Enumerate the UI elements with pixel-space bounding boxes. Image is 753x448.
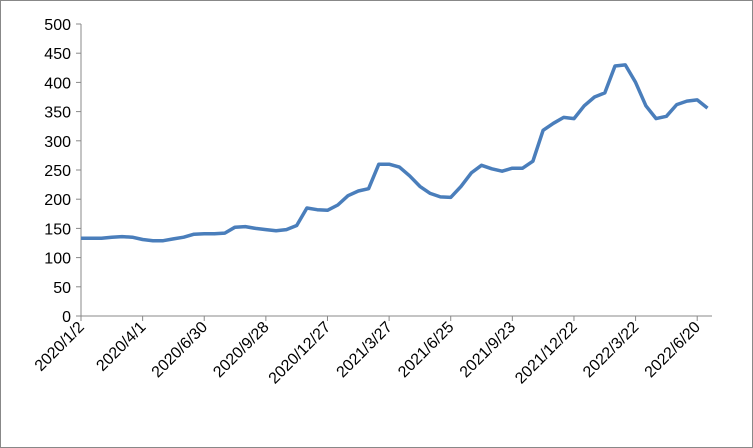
y-tick-label: 300 xyxy=(44,134,71,151)
y-tick-label: 500 xyxy=(44,17,71,34)
y-tick-label: 150 xyxy=(44,221,71,238)
y-tick-label: 200 xyxy=(44,192,71,209)
y-tick-label: 400 xyxy=(44,75,71,92)
y-tick-label: 50 xyxy=(53,280,71,297)
y-tick-label: 0 xyxy=(62,309,71,326)
y-tick-label: 250 xyxy=(44,163,71,180)
y-tick-label: 100 xyxy=(44,251,71,268)
y-tick-label: 450 xyxy=(44,46,71,63)
data-line xyxy=(81,63,709,243)
y-tick-label: 350 xyxy=(44,105,71,122)
